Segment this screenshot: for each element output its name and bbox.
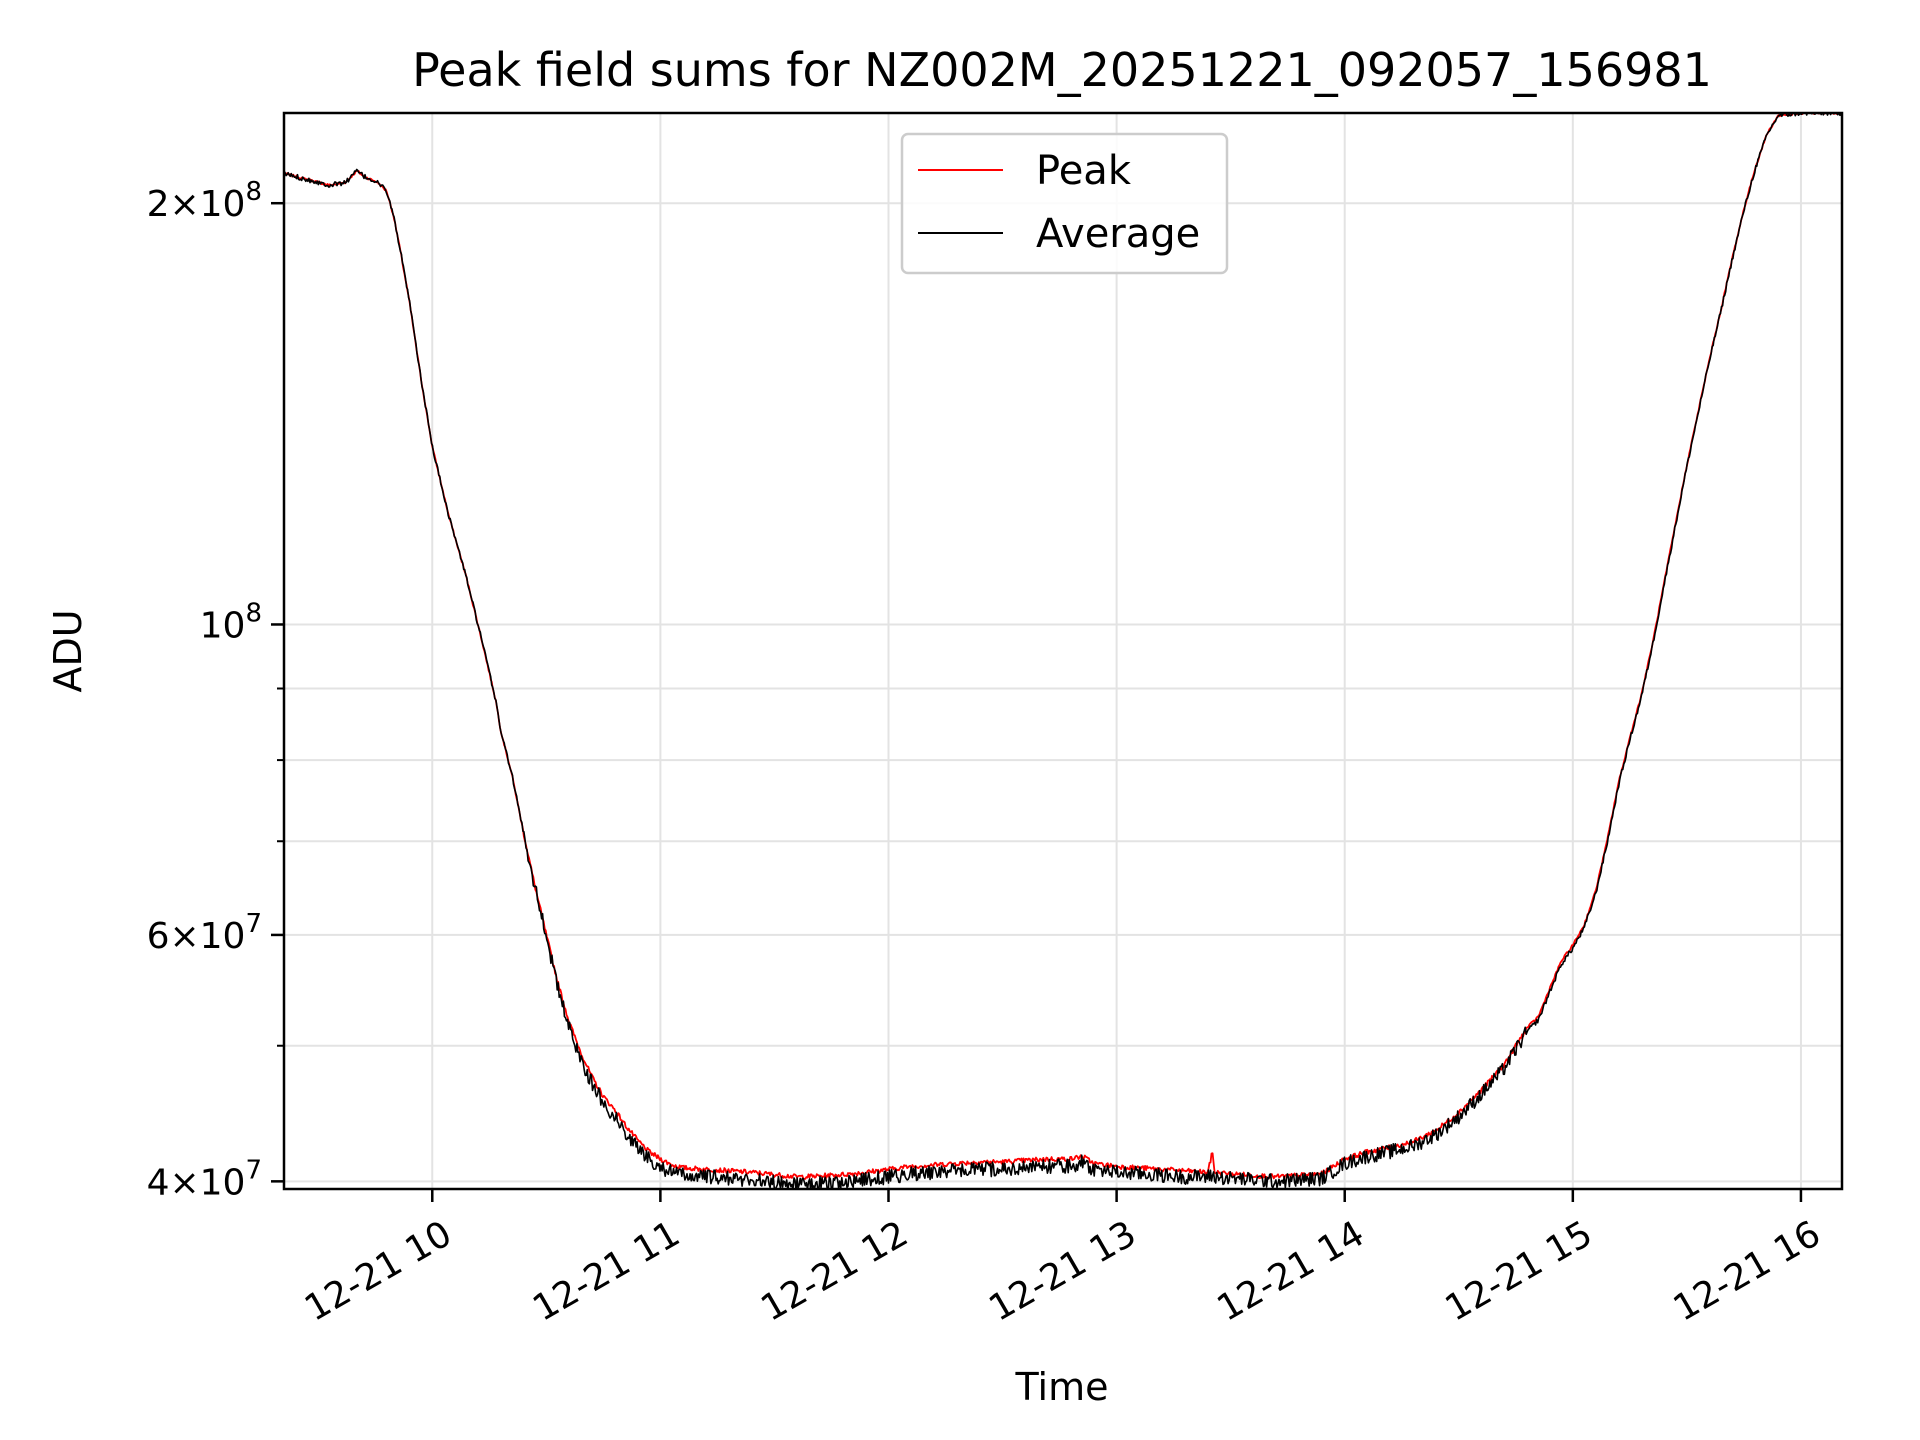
legend: Peak Average [900,132,1229,275]
y-tick-label: 4×107 [147,1155,262,1203]
legend-label-average: Average [1036,211,1200,257]
y-tick-exponent: 7 [245,1155,262,1185]
y-tick-label: 2×108 [147,177,262,225]
series-line-average [284,113,1842,1189]
x-axis-label: Time [1015,1365,1109,1409]
series-layer [284,113,1842,1189]
y-tick-exponent: 8 [245,598,262,628]
legend-label-peak: Peak [1036,148,1132,194]
y-axis-label: ADU [46,609,90,692]
y-tick-exponent: 7 [245,909,262,939]
legend-box [900,132,1229,275]
y-tick-label: 6×107 [147,909,262,957]
chart-title: Peak field sums for NZ002M_20251221_0920… [412,43,1712,97]
y-tick-exponent: 8 [245,177,262,207]
plot-area-frame [282,111,1844,1191]
